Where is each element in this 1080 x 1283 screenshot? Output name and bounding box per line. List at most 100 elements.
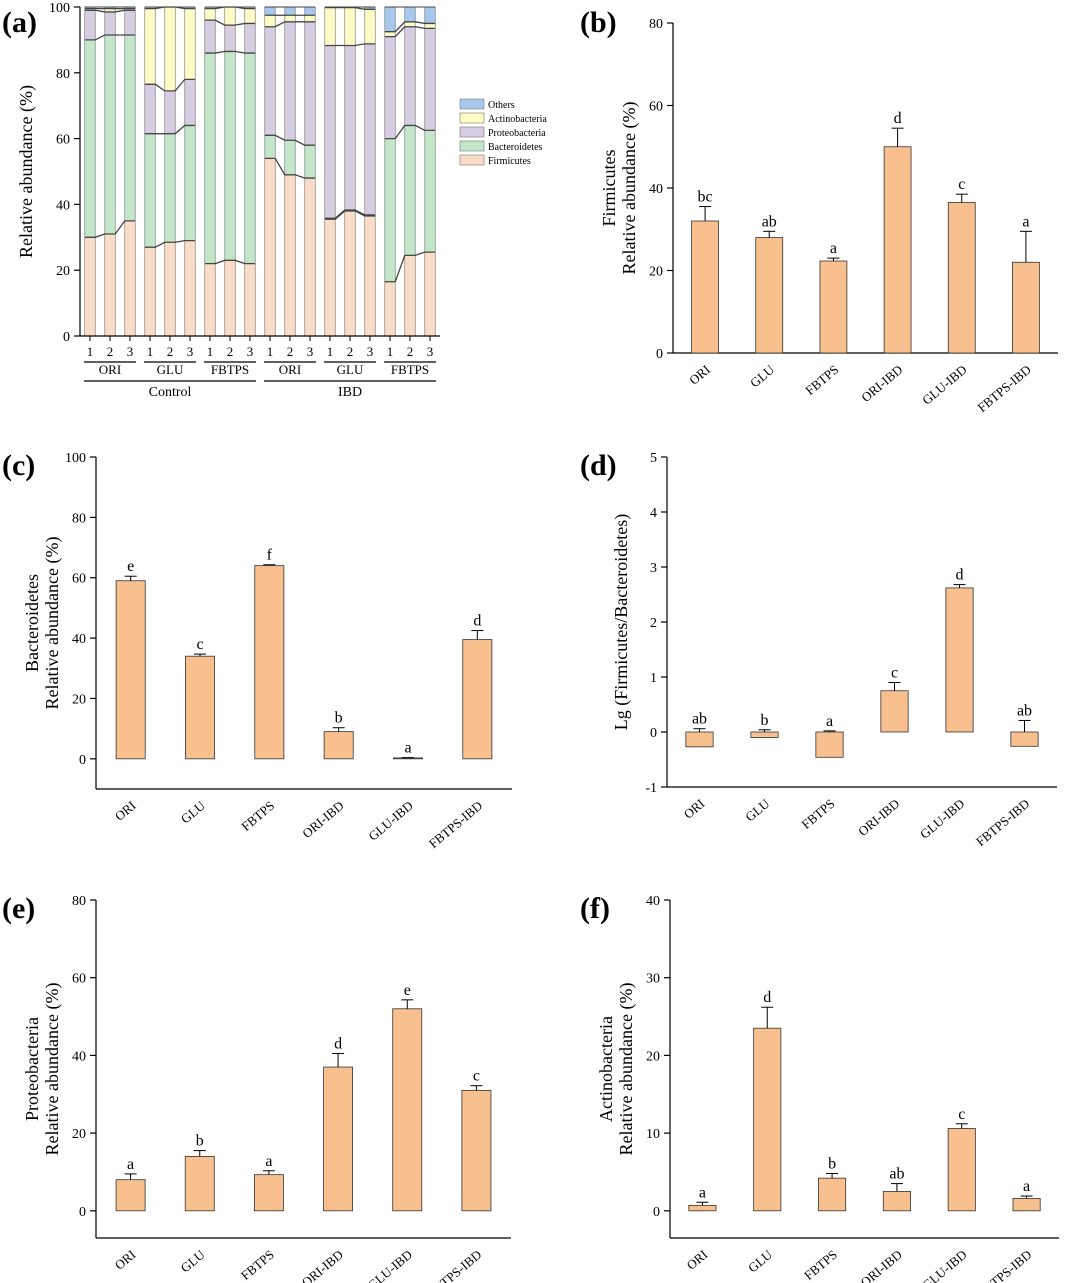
y-axis-title: Firmicutes [599,150,619,227]
stack-boundary-line [384,124,436,140]
stack-segment [404,255,416,337]
category-label: ORI [681,796,708,822]
stack-segment [264,6,276,16]
category-label: FBTPS-IBD [973,796,1032,849]
bar [750,731,779,738]
y-tick-label: 10 [646,1127,660,1142]
bar [461,1089,492,1212]
y-tick-label: 60 [72,972,86,987]
stack-segment [404,125,416,256]
category-label: GLU [178,1246,209,1275]
legend-label: Others [488,100,515,111]
stack-boundary-line [204,50,256,54]
legend-label: Actinobacteria [488,114,547,125]
significance-label: b [196,1133,204,1150]
significance-label: c [958,176,965,193]
significance-label: a [265,1153,272,1170]
bar [945,587,974,733]
y-axis-title: Lg (Firmicutes/Bacteroidetes) [611,514,632,730]
stack-segment [204,263,216,337]
subgroup-label: GLU [337,362,364,377]
legend-swatch [459,112,485,124]
significance-label: d [956,567,964,584]
significance-label: a [826,713,833,730]
y-tick-label: 0 [656,347,663,362]
category-label: FBTPS [801,1247,840,1283]
replicate-label: 2 [167,344,174,359]
legend-label: Firmicutes [488,156,531,167]
category-label: FBTPS [798,796,837,832]
stack-boundary-line [384,251,436,283]
bar [253,1174,284,1212]
significance-label: ab [762,213,777,230]
y-tick-label: 60 [649,100,663,115]
category-label: FBTPS-IBD [975,1247,1034,1283]
stack-segment [184,79,196,126]
significance-label: a [699,1184,706,1201]
stack-segment [104,34,116,235]
stack-segment [164,241,176,337]
bar [1012,1197,1041,1212]
stack-segment [384,138,396,282]
subgroup-label: FBTPS [391,362,429,377]
replicate-label: 1 [207,344,214,359]
category-label: FBTPS-IBD [974,362,1033,415]
stack-boundary-line [144,124,196,135]
y-tick-label: 4 [650,506,657,521]
stack-segment [164,90,176,134]
y-axis-subtitle: Relative abundance (%) [42,537,63,710]
y-tick-label: 80 [56,67,70,82]
bar [462,639,493,760]
replicate-label: 3 [367,344,374,359]
stack-segment [124,34,136,222]
y-tick-label: 0 [79,1205,86,1220]
category-label: FBTPS-IBD [425,1247,484,1283]
y-tick-label: 0 [653,1205,660,1220]
stack-segment [224,51,236,261]
stack-segment [404,26,416,126]
category-label: FBTPS [238,798,277,834]
y-tick-label: 80 [72,894,86,909]
y-axis-title: Actinobacteria [596,1016,616,1122]
stack-boundary-line [84,34,136,41]
panel-label-b: (b) [580,6,617,39]
stack-segment [424,28,436,131]
replicate-label: 2 [347,344,354,359]
stack-segment [304,14,316,23]
category-label: FBTPS [802,362,841,398]
significance-label: c [196,636,203,653]
panel-e: (e) 0 20 40 60 80 a ORI b GLU a FBTPS d ORI-IBD e GLU-I… [2,892,511,1283]
stack-segment [424,23,436,29]
y-axis-title: Proteobacteria [22,1017,42,1121]
stack-segment [144,133,156,248]
stack-segment [304,21,316,146]
significance-label: a [1023,1178,1030,1195]
bar [755,237,784,354]
stack-segment [224,260,236,337]
bar [947,1128,976,1212]
stack-segment [424,251,436,337]
y-tick-label: 100 [65,451,86,466]
category-label: ORI-IBD [299,1247,346,1283]
stack-segment [144,84,156,134]
y-tick-label: 3 [650,561,657,576]
panel-label-a: (a) [2,6,37,39]
stack-segment [364,9,376,45]
legend-swatch [459,154,485,166]
stack-segment [304,144,316,179]
stack-segment [144,8,156,85]
stack-segment [124,10,136,36]
significance-label: e [127,558,134,575]
significance-label: d [334,1035,342,1052]
stack-segment [384,6,396,32]
category-label: FBTPS [238,1247,277,1283]
stack-segment [284,174,296,337]
stack-boundary-line [384,21,436,33]
replicate-label: 2 [407,344,414,359]
replicate-label: 3 [127,344,134,359]
y-axis-subtitle: Relative abundance (%) [619,102,640,275]
legend: Others Actinobacteria Proteobacteria Bacter… [459,98,547,167]
bar [883,146,912,354]
bar [184,1156,215,1212]
stack-segment [204,19,216,54]
